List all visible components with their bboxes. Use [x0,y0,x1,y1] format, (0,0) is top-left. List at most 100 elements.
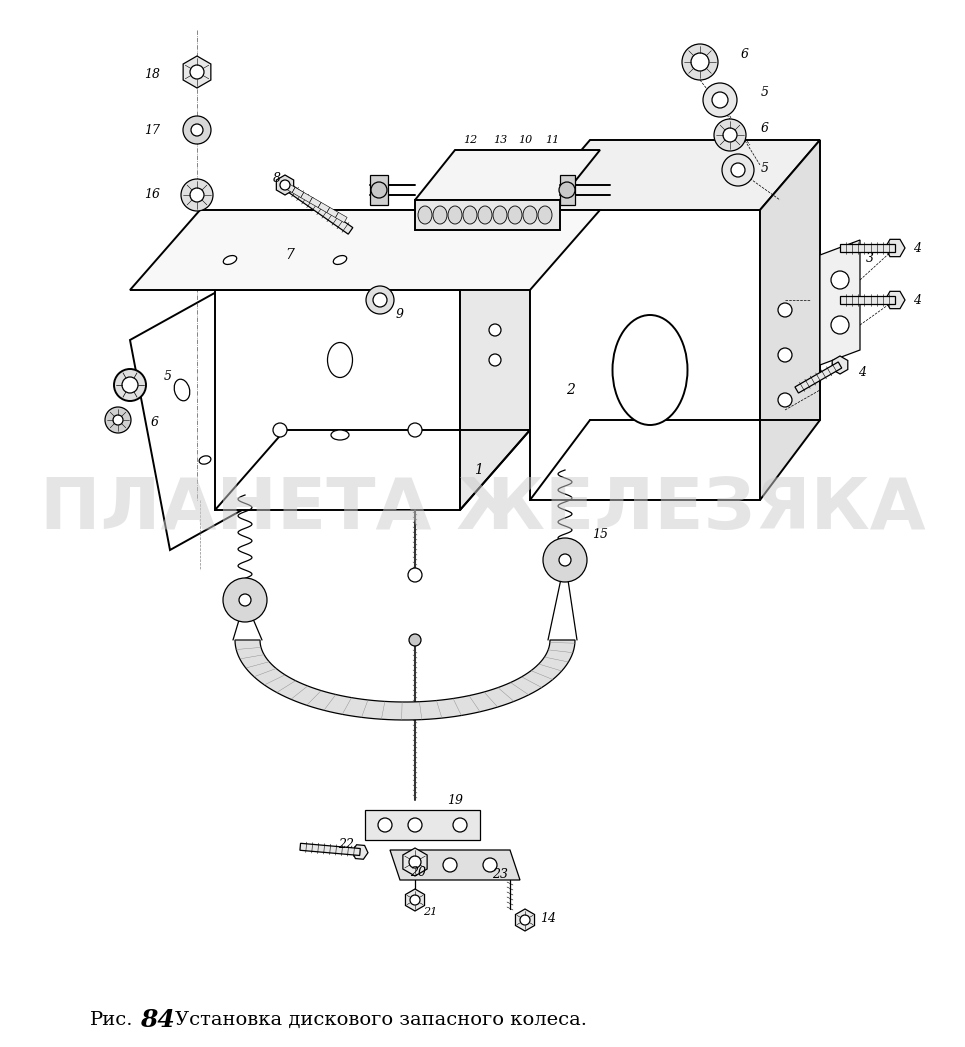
Circle shape [371,182,387,198]
Circle shape [831,271,849,289]
Circle shape [122,377,138,393]
Ellipse shape [175,379,190,401]
Ellipse shape [223,255,236,265]
Circle shape [520,915,530,925]
Ellipse shape [538,206,552,224]
Circle shape [489,324,501,336]
Ellipse shape [418,206,432,224]
Polygon shape [390,850,520,879]
Text: 4: 4 [913,293,921,307]
Polygon shape [530,210,760,500]
Polygon shape [820,240,860,365]
Polygon shape [235,640,575,720]
Circle shape [682,44,718,80]
Circle shape [778,348,792,362]
Text: 6: 6 [151,416,159,428]
Polygon shape [276,175,293,195]
Polygon shape [183,55,211,88]
Text: 1: 1 [474,463,482,477]
Text: 2: 2 [565,383,574,397]
Circle shape [408,569,422,582]
Text: 23: 23 [492,869,508,882]
Circle shape [543,538,587,582]
Polygon shape [336,213,347,223]
Circle shape [366,286,394,314]
Text: 8: 8 [273,172,281,184]
Ellipse shape [523,206,537,224]
Text: 6: 6 [741,48,749,62]
Circle shape [408,857,422,872]
Circle shape [183,116,211,144]
Circle shape [114,369,146,401]
Circle shape [280,180,290,190]
Text: 12: 12 [463,135,477,144]
Circle shape [408,818,422,832]
Polygon shape [795,362,841,393]
Circle shape [190,188,204,202]
Circle shape [191,124,203,136]
Polygon shape [370,175,388,205]
Circle shape [443,857,457,872]
Polygon shape [215,290,460,510]
Circle shape [273,423,287,437]
Polygon shape [402,848,427,876]
Text: 5: 5 [761,87,769,99]
Text: 20: 20 [410,867,426,879]
Text: 9: 9 [396,309,404,321]
Polygon shape [365,810,480,840]
Text: 19: 19 [447,794,463,806]
Text: 3: 3 [866,251,874,265]
Ellipse shape [433,206,447,224]
Polygon shape [415,150,600,200]
Circle shape [113,415,123,425]
Polygon shape [515,909,535,931]
Polygon shape [352,845,368,860]
Circle shape [731,163,745,177]
Ellipse shape [333,255,346,265]
Circle shape [409,634,421,646]
Circle shape [489,354,501,366]
Circle shape [378,818,392,832]
Polygon shape [130,290,260,550]
Text: Рис.: Рис. [90,1011,133,1029]
Text: 5: 5 [761,161,769,175]
Circle shape [722,154,754,186]
Polygon shape [327,207,339,218]
Text: 10: 10 [518,135,532,144]
Polygon shape [284,182,295,193]
Circle shape [223,578,267,622]
Ellipse shape [327,342,352,378]
Ellipse shape [448,206,462,224]
Polygon shape [885,291,905,309]
Text: 21: 21 [423,907,437,917]
Ellipse shape [613,315,687,425]
Polygon shape [130,210,600,290]
Circle shape [239,594,251,606]
Polygon shape [215,210,530,290]
Circle shape [723,128,737,142]
Ellipse shape [331,430,349,440]
Circle shape [831,316,849,334]
Text: 4: 4 [913,242,921,254]
Text: 14: 14 [540,912,556,925]
Polygon shape [560,175,575,205]
Ellipse shape [493,206,507,224]
Ellipse shape [199,455,211,464]
Polygon shape [460,210,530,510]
Circle shape [559,554,571,566]
Circle shape [559,182,575,198]
Circle shape [778,303,792,317]
Circle shape [778,393,792,407]
Polygon shape [301,193,313,203]
Circle shape [181,179,213,211]
Polygon shape [318,202,330,213]
Circle shape [373,293,387,307]
Polygon shape [300,843,360,855]
Text: 11: 11 [545,135,559,144]
Text: Установка дискового запасного колеса.: Установка дискового запасного колеса. [175,1011,587,1029]
Polygon shape [292,187,304,198]
Text: 18: 18 [144,68,160,82]
Polygon shape [885,240,905,257]
Text: 16: 16 [144,188,160,201]
Polygon shape [277,176,293,194]
